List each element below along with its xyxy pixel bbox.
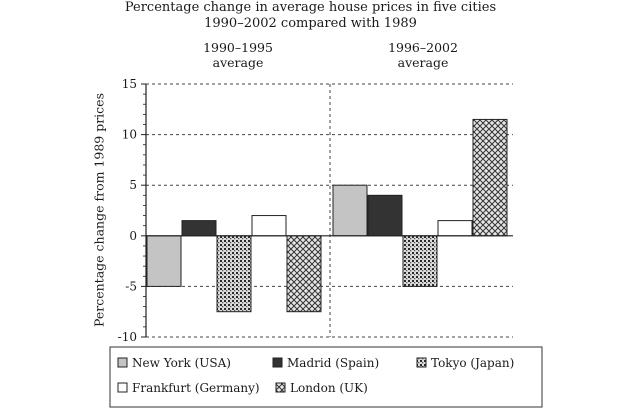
group-label-line: average bbox=[397, 55, 449, 70]
y-tick-label: 5 bbox=[129, 178, 137, 192]
bar bbox=[286, 235, 322, 313]
legend-swatch bbox=[117, 382, 128, 393]
chart-subtitle: 1990–2002 compared with 1989 bbox=[204, 16, 417, 31]
y-tick-label: 0 bbox=[129, 229, 137, 243]
legend-swatch bbox=[416, 357, 427, 368]
legend-swatch bbox=[272, 357, 283, 368]
group-label-line: 1996–2002 bbox=[388, 40, 458, 55]
y-tick-label: -5 bbox=[125, 279, 137, 293]
bar bbox=[216, 235, 252, 313]
legend-label: Madrid (Spain) bbox=[287, 356, 379, 370]
group-label-1990-1995: 1990–1995 average bbox=[178, 40, 298, 70]
y-tick-label: 15 bbox=[122, 77, 137, 91]
bar bbox=[472, 118, 508, 237]
bar bbox=[402, 235, 438, 287]
bar bbox=[146, 235, 182, 287]
legend-label: London (UK) bbox=[290, 381, 368, 395]
legend-swatch bbox=[275, 382, 286, 393]
bar bbox=[332, 184, 368, 237]
legend-box bbox=[109, 346, 543, 408]
group-label-1996-2002: 1996–2002 average bbox=[363, 40, 483, 70]
bar bbox=[251, 215, 287, 237]
legend-label: Tokyo (Japan) bbox=[431, 356, 514, 370]
chart-title: Percentage change in average house price… bbox=[124, 0, 497, 15]
group-label-line: average bbox=[212, 55, 264, 70]
y-tick-label: 10 bbox=[122, 128, 137, 142]
legend-label: Frankfurt (Germany) bbox=[132, 381, 260, 395]
bar bbox=[367, 194, 403, 237]
legend-swatch bbox=[117, 357, 128, 368]
y-axis-label: Percentage change from 1989 prices bbox=[92, 93, 107, 327]
legend-label: New York (USA) bbox=[132, 356, 231, 370]
group-label-line: 1990–1995 bbox=[203, 40, 273, 55]
y-tick-label: -10 bbox=[118, 330, 137, 344]
bar bbox=[437, 220, 473, 237]
bar bbox=[181, 220, 217, 237]
